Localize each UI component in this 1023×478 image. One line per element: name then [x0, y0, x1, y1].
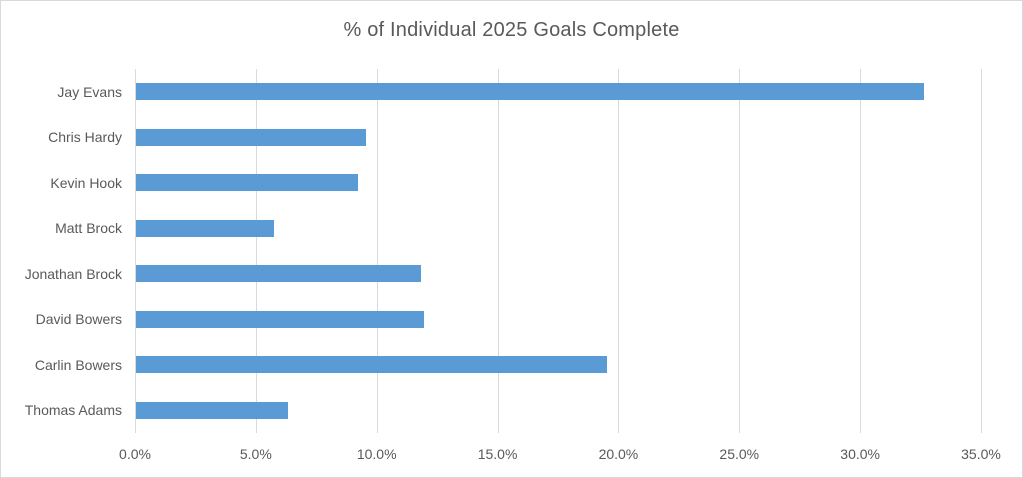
x-axis-tick-label: 30.0% [840, 446, 880, 462]
y-axis-label: Kevin Hook [50, 174, 122, 191]
x-axis-tick-label: 10.0% [356, 446, 397, 462]
bar-jay-evans[interactable] [136, 83, 924, 101]
x-axis-tick-label: 25.0% [719, 446, 760, 462]
bar-chris-hardy[interactable] [136, 128, 366, 146]
bar-jonathan-brock[interactable] [136, 265, 422, 283]
bar-row [136, 206, 982, 252]
bar-row [136, 251, 982, 297]
y-axis-label: Chris Hardy [48, 129, 122, 146]
gridline [255, 69, 257, 433]
bar-carlin-bowers[interactable] [136, 356, 608, 374]
x-axis-tick-label: 35.0% [961, 446, 1001, 462]
x-axis-tick-label: 0.0% [119, 446, 151, 462]
bar-kevin-hook[interactable] [136, 174, 359, 192]
y-axis-label: Carlin Bowers [34, 356, 122, 373]
gridline [981, 69, 982, 433]
gridline [497, 69, 499, 433]
y-axis-label: Matt Brock [55, 220, 122, 237]
bars-container [136, 69, 982, 433]
x-axis-tick-label: 5.0% [239, 446, 272, 462]
x-axis-tick-label: 20.0% [598, 446, 639, 462]
bar-row [136, 69, 982, 115]
y-axis-label: David Bowers [35, 311, 122, 328]
bar-row [136, 297, 982, 343]
gridline [376, 69, 378, 433]
bar-row [136, 388, 982, 434]
bar-row [136, 342, 982, 388]
gridline [135, 69, 136, 433]
plot-area [135, 69, 982, 433]
bar-row [136, 115, 982, 161]
y-axis-label: Jay Evans [57, 83, 122, 100]
chart-title: % of Individual 2025 Goals Complete [343, 19, 680, 41]
bar-david-bowers[interactable] [136, 310, 424, 328]
y-axis-label: Jonathan Brock [24, 265, 122, 282]
gridline [860, 69, 862, 433]
bar-matt-brock[interactable] [136, 219, 274, 237]
gridline [618, 69, 620, 433]
gridline [739, 69, 741, 433]
bar-thomas-adams[interactable] [136, 401, 289, 419]
bar-row [136, 160, 982, 206]
y-axis-label: Thomas Adams [24, 402, 122, 419]
x-axis-tick-label: 15.0% [477, 446, 518, 462]
